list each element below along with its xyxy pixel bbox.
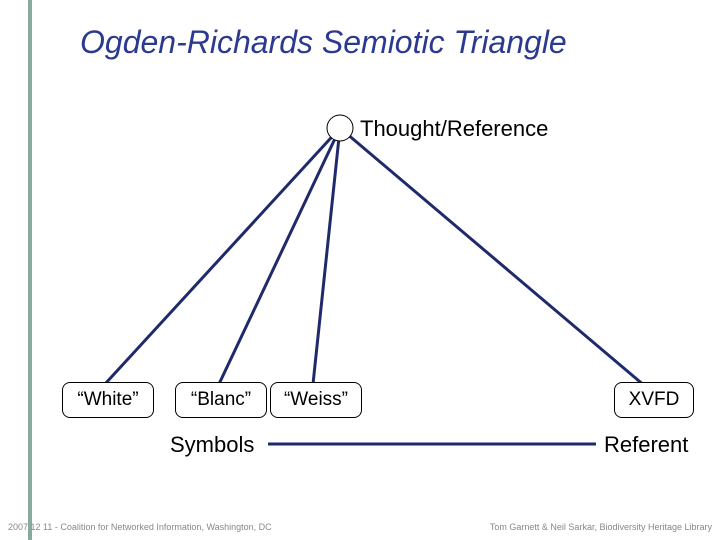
symbols-label: Symbols — [170, 432, 254, 458]
apex-label: Thought/Reference — [360, 116, 548, 142]
footer-right: Tom Garnett & Neil Sarkar, Biodiversity … — [490, 522, 712, 532]
symbol-box-weiss: “Weiss” — [270, 382, 362, 418]
symbol-box-label: “Weiss” — [284, 389, 348, 411]
symbol-box-label: XVFD — [629, 389, 680, 411]
apex-node — [327, 115, 353, 141]
symbol-box-label: “White” — [77, 389, 138, 411]
symbol-box-label: “Blanc” — [191, 389, 251, 411]
triangle-edge-0 — [105, 128, 340, 384]
referent-label: Referent — [604, 432, 688, 458]
triangle-edge-2 — [313, 128, 340, 384]
triangle-edge-3 — [340, 128, 652, 392]
triangle-diagram — [0, 0, 720, 540]
symbol-box-white: “White” — [62, 382, 154, 418]
triangle-edge-1 — [219, 128, 340, 384]
symbol-box-xvfd: XVFD — [614, 382, 694, 418]
footer-left: 2007 12 11 - Coalition for Networked Inf… — [8, 522, 272, 532]
slide: Ogden-Richards Semiotic Triangle Thought… — [0, 0, 720, 540]
symbol-box-blanc: “Blanc” — [175, 382, 267, 418]
